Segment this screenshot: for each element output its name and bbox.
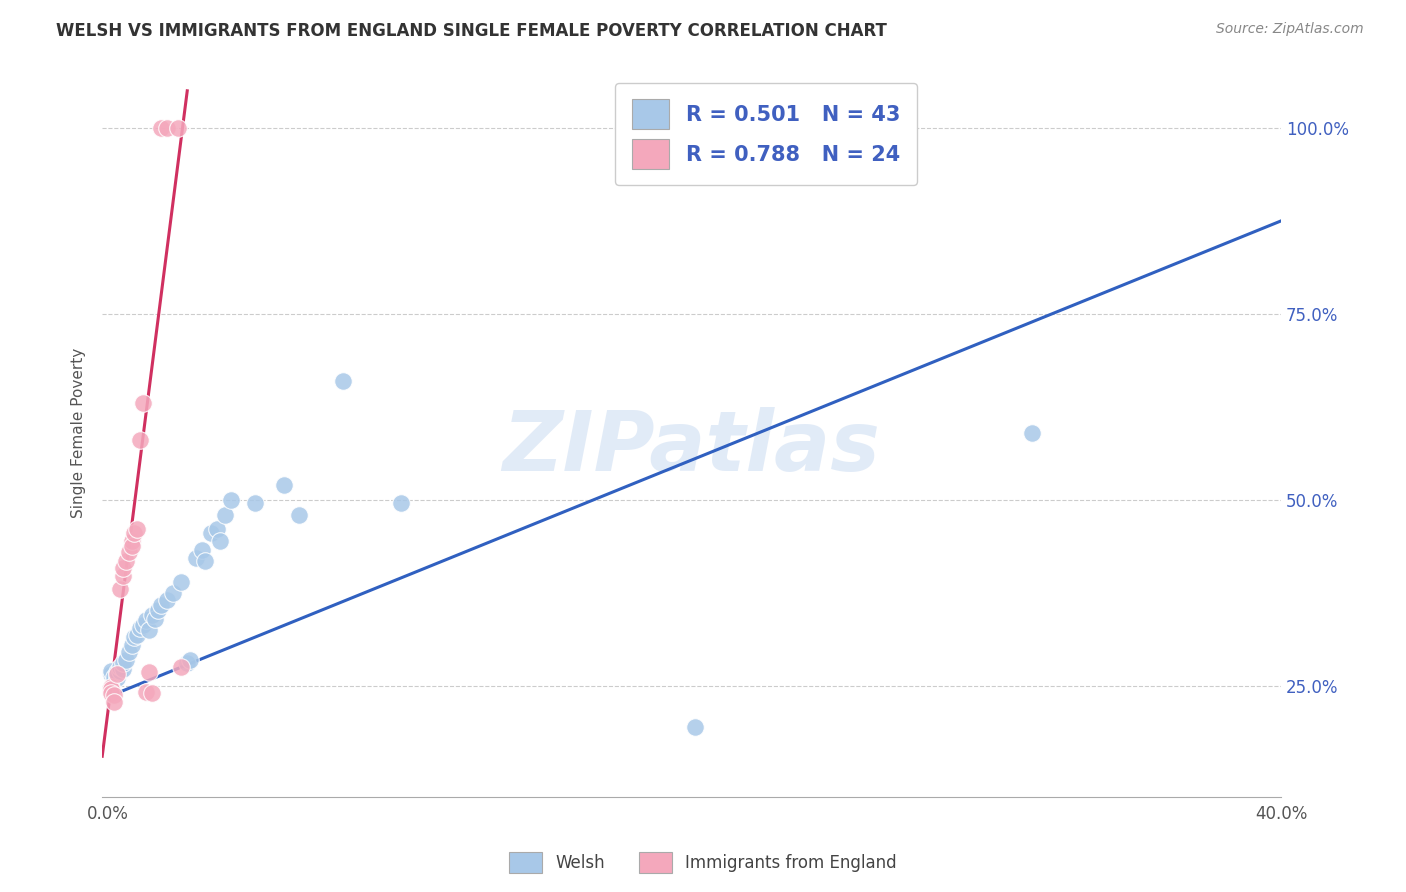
- Point: [111, 561, 134, 575]
- Point: [184, 550, 207, 565]
- Point: [156, 120, 179, 135]
- Point: [121, 533, 143, 548]
- Point: [108, 660, 131, 674]
- Point: [103, 670, 125, 684]
- Point: [200, 526, 222, 541]
- Point: [124, 630, 146, 644]
- Point: [103, 695, 125, 709]
- Point: [176, 657, 198, 671]
- Point: [100, 667, 122, 681]
- Point: [100, 682, 122, 697]
- Point: [117, 645, 139, 659]
- Text: ZIPatlas: ZIPatlas: [503, 407, 880, 488]
- Point: [124, 526, 146, 541]
- Point: [105, 671, 128, 685]
- Point: [108, 582, 131, 596]
- Text: Source: ZipAtlas.com: Source: ZipAtlas.com: [1216, 22, 1364, 37]
- Point: [243, 496, 266, 510]
- Point: [129, 621, 152, 635]
- Point: [108, 664, 131, 678]
- Point: [141, 686, 163, 700]
- Point: [111, 657, 134, 671]
- Text: WELSH VS IMMIGRANTS FROM ENGLAND SINGLE FEMALE POVERTY CORRELATION CHART: WELSH VS IMMIGRANTS FROM ENGLAND SINGLE …: [56, 22, 887, 40]
- Point: [149, 599, 172, 613]
- Point: [127, 628, 149, 642]
- Point: [129, 434, 152, 448]
- Point: [100, 664, 122, 678]
- Point: [208, 533, 231, 548]
- Point: [111, 662, 134, 676]
- Point: [194, 554, 217, 568]
- Point: [170, 660, 193, 674]
- Point: [103, 673, 125, 687]
- Point: [179, 652, 201, 666]
- Point: [167, 120, 190, 135]
- Point: [121, 638, 143, 652]
- Point: [114, 652, 136, 666]
- Point: [149, 120, 172, 135]
- Point: [170, 574, 193, 589]
- Point: [146, 603, 169, 617]
- Point: [162, 585, 184, 599]
- Point: [219, 492, 242, 507]
- Point: [117, 545, 139, 559]
- Point: [103, 688, 125, 702]
- Point: [389, 496, 412, 510]
- Point: [132, 396, 155, 410]
- Point: [138, 665, 160, 680]
- Legend: Welsh, Immigrants from England: Welsh, Immigrants from England: [502, 846, 904, 880]
- Point: [114, 554, 136, 568]
- Point: [273, 478, 295, 492]
- Point: [214, 508, 236, 522]
- Point: [1021, 425, 1043, 440]
- Point: [683, 719, 706, 733]
- Point: [287, 508, 309, 522]
- Point: [105, 665, 128, 680]
- Point: [332, 374, 354, 388]
- Legend: R = 0.501   N = 43, R = 0.788   N = 24: R = 0.501 N = 43, R = 0.788 N = 24: [614, 83, 917, 186]
- Point: [191, 543, 214, 558]
- Point: [141, 607, 163, 622]
- Y-axis label: Single Female Poverty: Single Female Poverty: [72, 348, 86, 518]
- Point: [205, 523, 228, 537]
- Point: [132, 617, 155, 632]
- Point: [121, 539, 143, 553]
- Point: [143, 612, 166, 626]
- Point: [100, 686, 122, 700]
- Point: [138, 623, 160, 637]
- Point: [156, 593, 179, 607]
- Point: [127, 523, 149, 537]
- Point: [135, 613, 157, 627]
- Point: [105, 667, 128, 681]
- Point: [135, 684, 157, 698]
- Point: [111, 568, 134, 582]
- Point: [100, 680, 122, 694]
